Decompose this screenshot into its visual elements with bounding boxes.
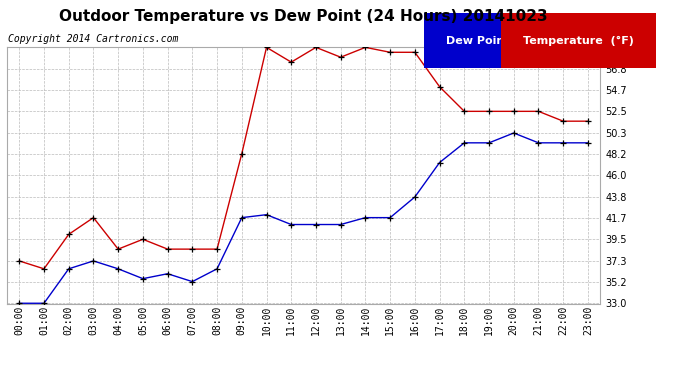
Text: Outdoor Temperature vs Dew Point (24 Hours) 20141023: Outdoor Temperature vs Dew Point (24 Hou… — [59, 9, 548, 24]
Text: Temperature  (°F): Temperature (°F) — [523, 36, 634, 46]
Text: Copyright 2014 Cartronics.com: Copyright 2014 Cartronics.com — [8, 34, 179, 44]
Text: Dew Point  (°F): Dew Point (°F) — [446, 36, 541, 46]
